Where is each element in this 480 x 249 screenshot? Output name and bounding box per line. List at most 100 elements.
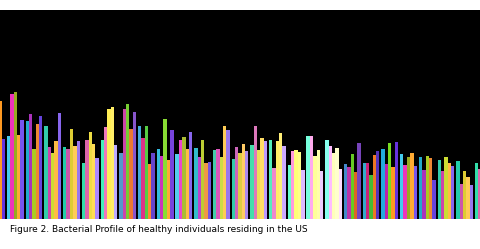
Bar: [17, 135, 21, 219]
Bar: [39, 116, 43, 219]
Bar: [451, 166, 455, 219]
Bar: [179, 140, 182, 219]
Bar: [358, 143, 361, 219]
Bar: [273, 168, 276, 219]
Bar: [85, 140, 89, 219]
Bar: [55, 140, 58, 219]
Bar: [245, 151, 249, 219]
Bar: [73, 146, 77, 219]
Bar: [329, 146, 332, 219]
Bar: [70, 129, 73, 219]
Bar: [395, 142, 398, 219]
Bar: [475, 163, 479, 219]
Bar: [89, 132, 92, 219]
Bar: [36, 124, 39, 219]
Bar: [426, 156, 429, 219]
Bar: [204, 163, 208, 219]
Bar: [251, 145, 254, 219]
Bar: [313, 156, 317, 219]
Bar: [63, 147, 67, 219]
Bar: [298, 152, 301, 219]
Bar: [145, 126, 148, 219]
Bar: [142, 137, 145, 219]
Bar: [164, 119, 167, 219]
Bar: [325, 140, 329, 219]
Bar: [366, 163, 370, 219]
Bar: [235, 147, 239, 219]
Bar: [382, 149, 385, 219]
Bar: [45, 126, 48, 219]
Bar: [2, 139, 5, 219]
Bar: [138, 126, 142, 219]
Bar: [470, 185, 473, 219]
Bar: [410, 153, 414, 219]
Bar: [160, 156, 164, 219]
Bar: [29, 115, 33, 219]
Bar: [438, 160, 441, 219]
Bar: [96, 158, 99, 219]
Bar: [77, 141, 80, 219]
Bar: [407, 157, 410, 219]
Bar: [208, 162, 211, 219]
Bar: [419, 157, 422, 219]
Bar: [414, 166, 417, 219]
Bar: [120, 153, 123, 219]
Bar: [351, 154, 354, 219]
Bar: [392, 167, 395, 219]
Bar: [186, 149, 189, 219]
Bar: [133, 112, 136, 219]
Bar: [363, 163, 366, 219]
Bar: [108, 109, 111, 219]
Bar: [176, 154, 179, 219]
Bar: [123, 109, 126, 219]
Bar: [348, 167, 351, 219]
Bar: [467, 177, 470, 219]
Bar: [257, 150, 261, 219]
Bar: [320, 171, 324, 219]
Bar: [167, 160, 170, 219]
Bar: [444, 157, 448, 219]
Bar: [388, 143, 392, 219]
Bar: [376, 151, 380, 219]
Bar: [373, 155, 376, 219]
Bar: [385, 164, 388, 219]
Bar: [67, 149, 70, 219]
Bar: [21, 120, 24, 219]
Bar: [152, 153, 155, 219]
Bar: [170, 130, 174, 219]
Bar: [310, 136, 313, 219]
Bar: [317, 150, 320, 219]
Bar: [432, 180, 436, 219]
Bar: [295, 150, 298, 219]
Bar: [126, 104, 130, 219]
Bar: [422, 170, 426, 219]
Bar: [111, 107, 114, 219]
Bar: [448, 163, 451, 219]
Bar: [264, 140, 267, 219]
Bar: [456, 161, 460, 219]
Bar: [213, 150, 216, 219]
Bar: [7, 136, 11, 219]
Bar: [157, 148, 160, 219]
Bar: [216, 149, 220, 219]
Bar: [242, 143, 245, 219]
Bar: [441, 171, 444, 219]
Bar: [182, 137, 186, 219]
Bar: [404, 165, 407, 219]
Bar: [11, 94, 14, 219]
Bar: [58, 113, 61, 219]
Bar: [189, 132, 192, 219]
Bar: [339, 169, 342, 219]
Bar: [301, 170, 305, 219]
Bar: [254, 126, 257, 219]
Bar: [269, 140, 273, 219]
Bar: [261, 138, 264, 219]
Bar: [201, 140, 204, 219]
Bar: [429, 158, 432, 219]
Bar: [370, 175, 373, 219]
Bar: [479, 169, 480, 219]
Bar: [130, 129, 133, 219]
Bar: [463, 171, 467, 219]
Bar: [92, 144, 96, 219]
Bar: [198, 157, 201, 219]
